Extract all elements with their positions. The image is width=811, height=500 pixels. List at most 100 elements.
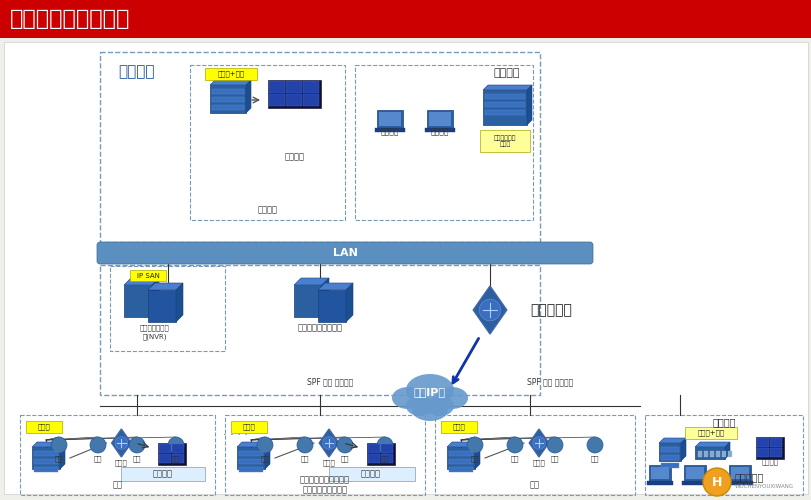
Polygon shape [246,80,251,113]
Text: · · · ·: · · · · [223,430,247,440]
Circle shape [297,437,312,453]
Bar [159,444,171,453]
Bar [20,415,215,495]
Bar [756,448,768,457]
Text: 工厂: 工厂 [530,480,539,490]
Text: 警铃: 警铃 [380,456,388,462]
Circle shape [702,468,730,496]
Circle shape [51,437,67,453]
Bar [190,65,345,220]
Text: 显示系统: 显示系统 [258,206,277,214]
Text: 解码器+插箱: 解码器+插箱 [697,430,723,436]
Text: LAN: LAN [333,248,357,258]
Circle shape [322,436,335,450]
Text: 内部IP网: 内部IP网 [414,387,445,397]
Text: 红外: 红外 [341,456,349,462]
Bar [709,451,713,457]
Bar [684,427,736,439]
Polygon shape [680,438,685,461]
Bar [440,421,476,433]
Text: 指挥中心: 指挥中心 [118,64,154,80]
Text: SPF 单模 千兆光纤: SPF 单模 千兆光纤 [526,378,573,386]
Bar [367,454,380,463]
Polygon shape [152,278,159,317]
Bar [158,443,186,465]
Bar [238,451,263,456]
Bar [212,89,243,94]
Polygon shape [294,278,328,285]
Polygon shape [237,442,270,447]
Text: 解码器+插箱: 解码器+插箱 [217,70,244,78]
Bar [659,443,680,461]
Polygon shape [318,283,353,290]
Ellipse shape [436,387,467,409]
Bar [269,94,285,106]
Polygon shape [124,278,159,285]
Bar [650,467,668,479]
Polygon shape [724,442,729,459]
Circle shape [466,437,483,453]
Ellipse shape [406,374,453,406]
Ellipse shape [406,396,433,416]
Bar [328,467,414,481]
Bar [210,85,246,113]
Bar [318,290,345,322]
Bar [694,447,724,459]
Bar [269,81,285,93]
Text: 分控中心: 分控中心 [361,470,380,478]
Bar [32,447,60,469]
Polygon shape [148,283,182,290]
Bar [484,110,525,115]
Bar [26,421,62,433]
Circle shape [129,437,145,453]
Bar [721,451,725,457]
Bar [427,110,453,128]
Text: 球机: 球机 [470,456,478,462]
Bar [769,448,781,457]
Bar [122,467,205,481]
Bar [646,481,672,485]
Text: 交换机: 交换机 [115,460,127,466]
Text: 指挥中心系统结构图: 指挥中心系统结构图 [10,9,131,29]
Text: 枪机: 枪机 [510,456,518,462]
Polygon shape [474,442,479,469]
Bar [448,467,473,472]
Text: 红外: 红外 [132,456,141,462]
Text: H: H [711,476,721,488]
Bar [379,112,401,126]
Bar [225,415,424,495]
Bar [697,451,702,457]
Bar [446,447,474,469]
Bar [367,444,380,453]
Polygon shape [529,429,548,457]
Bar [685,467,703,479]
Bar [34,459,58,464]
Circle shape [90,437,106,453]
Text: 编码器: 编码器 [242,424,255,430]
Polygon shape [322,278,328,317]
Ellipse shape [426,396,453,416]
Text: 交换机: 交换机 [322,460,335,466]
Ellipse shape [392,387,423,409]
Bar [238,459,263,464]
Text: 视频监控管理
服务器: 视频监控管理 服务器 [493,135,516,147]
Text: 球机: 球机 [260,456,269,462]
Polygon shape [694,442,729,447]
Text: 枪机: 枪机 [300,456,309,462]
Text: 监区: 监区 [113,480,122,490]
Text: 球机: 球机 [54,456,63,462]
Bar [435,415,634,495]
Bar [660,447,678,452]
Circle shape [586,437,603,453]
Text: 沃辰游戏网: 沃辰游戏网 [734,472,763,482]
Polygon shape [264,442,270,469]
Bar [769,438,781,447]
Bar [681,481,707,485]
Text: 监视器墙: 监视器墙 [285,152,305,162]
Bar [172,454,184,463]
Bar [204,68,257,80]
Text: 网络视频存储系: 网络视频存储系 [140,324,169,332]
Circle shape [115,436,127,450]
Bar [159,454,171,463]
Bar [375,128,405,132]
